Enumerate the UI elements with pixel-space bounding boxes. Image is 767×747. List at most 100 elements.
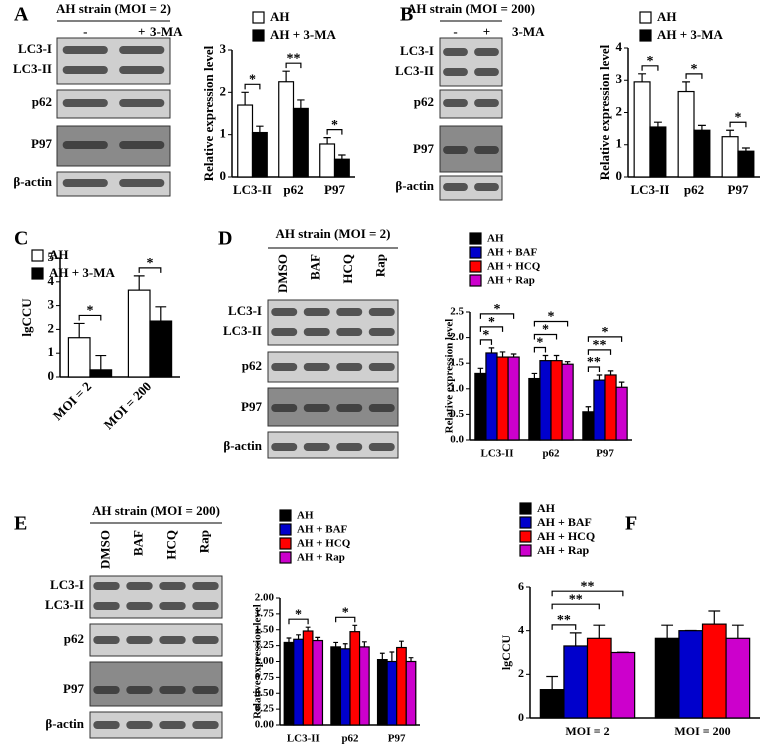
significance-bracket xyxy=(587,366,601,372)
error-bar xyxy=(726,129,735,137)
error-bar xyxy=(585,406,592,412)
bar xyxy=(330,646,342,726)
x-tick-label: P97 xyxy=(324,182,345,197)
y-tick-label: 4 xyxy=(48,273,55,288)
blot-band xyxy=(443,146,468,154)
significance-bracket xyxy=(479,313,515,319)
blot-band xyxy=(62,99,108,107)
error-bar xyxy=(553,354,560,361)
y-axis-label: Relative expression level xyxy=(444,319,456,434)
panel-label: B xyxy=(400,4,413,26)
legend-swatch xyxy=(31,267,44,280)
blot-band xyxy=(126,686,153,694)
y-tick-label: 2.5 xyxy=(450,306,464,318)
row-label: LC3-I xyxy=(18,41,52,56)
error-bar xyxy=(546,675,559,690)
lane-label: Rap xyxy=(373,254,388,277)
row-label: P97 xyxy=(63,681,84,696)
legend-swatch xyxy=(252,11,265,24)
blot-band xyxy=(126,636,153,644)
blot-band xyxy=(192,686,219,694)
significance-label: ** xyxy=(587,355,601,370)
blot-band xyxy=(93,636,120,644)
bar xyxy=(615,386,628,441)
legend-swatch xyxy=(469,260,482,273)
x-tick-label: LC3-II xyxy=(630,182,669,197)
y-axis-label: lgCCU xyxy=(499,635,513,671)
blot-band xyxy=(93,721,120,729)
blot-title: AH strain (MOI = 2) xyxy=(275,226,390,241)
legend-label: AH + HCQ xyxy=(537,529,595,543)
legend-label: AH + Rap xyxy=(297,552,345,564)
error-bar xyxy=(379,652,385,660)
bar xyxy=(333,158,350,178)
panel-label: C xyxy=(14,228,28,250)
y-tick-label: 4 xyxy=(616,39,623,54)
y-tick-label: 1.00 xyxy=(255,655,275,667)
y-tick-label: 2 xyxy=(48,320,55,335)
y-tick-label: 3 xyxy=(48,297,55,312)
x-tick-label: MOI = 2 xyxy=(565,724,609,738)
legend-label: AH + HCQ xyxy=(487,261,541,273)
error-bar xyxy=(297,99,305,109)
lane-label: + xyxy=(138,24,145,39)
bar xyxy=(677,90,695,178)
bar xyxy=(701,623,727,719)
legend-swatch xyxy=(519,544,532,557)
bar xyxy=(485,352,498,441)
blot-band xyxy=(336,328,363,336)
bar xyxy=(293,638,304,726)
error-bar xyxy=(95,354,107,370)
legend-label: AH + BAF xyxy=(537,515,592,529)
blot-band xyxy=(192,636,219,644)
y-tick-label: 0.25 xyxy=(255,703,275,715)
y-tick-label: 0.50 xyxy=(255,687,275,699)
legend-swatch xyxy=(519,516,532,529)
bar xyxy=(610,651,636,719)
blot-band xyxy=(368,328,395,336)
legend-label: AH + Rap xyxy=(537,543,590,557)
significance-bracket xyxy=(551,590,624,597)
lane-label: DMSO xyxy=(97,530,112,569)
row-label: LC3-II xyxy=(45,597,84,612)
significance-label: * xyxy=(295,607,302,622)
significance-bracket xyxy=(285,62,302,69)
blot-image xyxy=(89,661,223,707)
error-bar xyxy=(682,81,691,92)
blot-image xyxy=(439,37,503,87)
y-tick-label: 1.5 xyxy=(450,357,464,369)
row-label: β-actin xyxy=(395,178,434,193)
significance-label: * xyxy=(602,325,609,340)
significance-label: * xyxy=(249,73,256,88)
row-label: P97 xyxy=(31,136,52,151)
error-bar xyxy=(618,381,625,388)
significance-label: * xyxy=(548,310,555,325)
error-bar xyxy=(305,626,311,632)
row-label: p62 xyxy=(242,358,262,373)
error-bar xyxy=(408,657,414,662)
row-label: LC3-II xyxy=(13,61,52,76)
row-label: P97 xyxy=(241,399,262,414)
bar xyxy=(725,637,751,719)
legend-swatch xyxy=(279,537,292,550)
blot-band xyxy=(443,68,468,76)
bar xyxy=(149,320,173,378)
blot-band xyxy=(336,363,363,371)
y-tick-label: 1 xyxy=(48,344,55,359)
y-axis-label: lgCCU xyxy=(19,298,34,337)
error-bar xyxy=(399,640,404,648)
significance-label: * xyxy=(147,256,154,271)
lane-label: - xyxy=(453,24,457,39)
bar xyxy=(278,81,295,178)
legend-label: AH xyxy=(270,9,290,24)
blot-band xyxy=(443,183,468,191)
bar xyxy=(349,631,361,726)
y-axis-label: Relative expression level xyxy=(252,604,264,719)
row-label: p62 xyxy=(64,631,84,646)
error-bar xyxy=(256,125,264,133)
blot-band xyxy=(62,66,108,74)
legend-label: AH xyxy=(537,501,556,515)
significance-bracket xyxy=(587,349,612,355)
significance-bracket xyxy=(288,618,309,625)
